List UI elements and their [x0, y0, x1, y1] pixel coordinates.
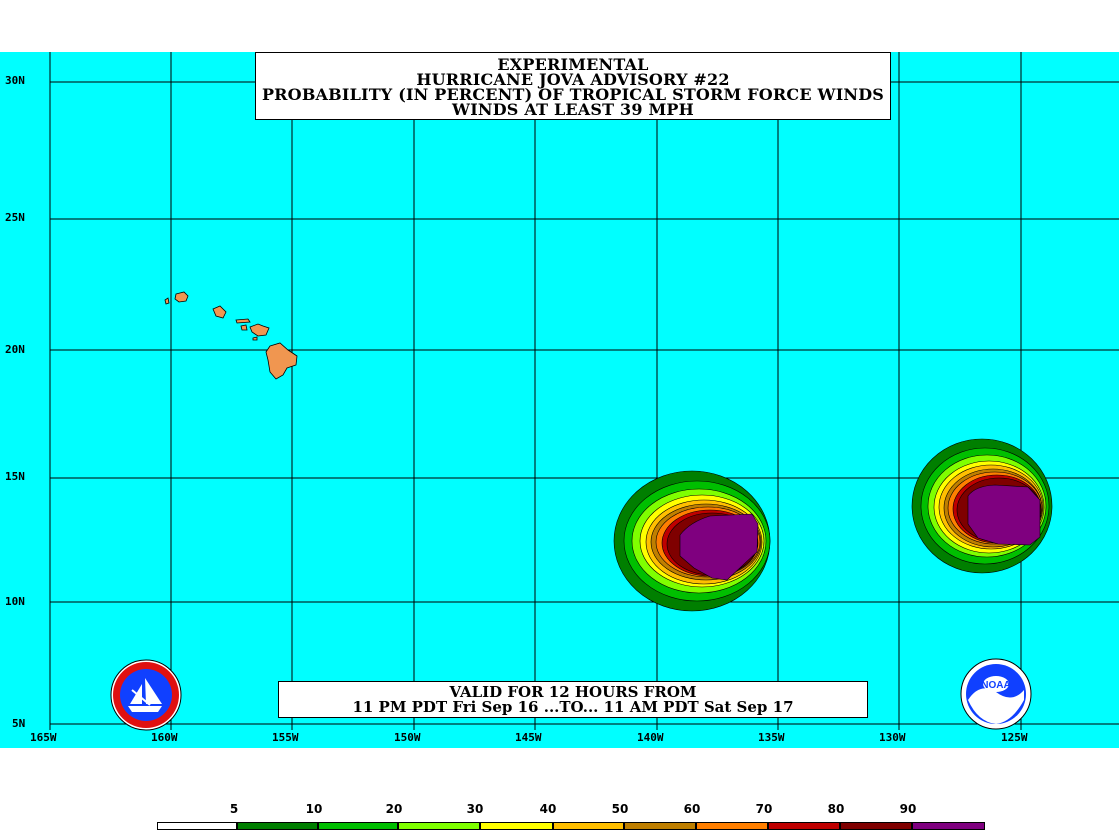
- lon-label-145w: 145W: [515, 731, 542, 744]
- lat-label-25n: 25N: [5, 211, 25, 224]
- island-kauai: [174, 291, 189, 303]
- island-hawaii: [265, 342, 298, 380]
- lat-label-30n: 30N: [5, 74, 25, 87]
- lat-label-10n: 10N: [5, 595, 25, 608]
- island-molokai: [235, 318, 251, 324]
- ocean-background: [0, 52, 1119, 748]
- legend-swatch-5: [553, 822, 624, 830]
- legend-swatch-3: [398, 822, 480, 830]
- lon-label-135w: 135W: [758, 731, 785, 744]
- legend-label-20: 20: [385, 802, 403, 816]
- legend-swatch-9: [840, 822, 912, 830]
- svg-text:NOAA: NOAA: [981, 680, 1010, 691]
- title-line-4: WINDS AT LEAST 39 MPH: [452, 100, 694, 119]
- lon-label-140w: 140W: [637, 731, 664, 744]
- hawaiian-islands: [164, 291, 298, 380]
- island-lanai: [240, 324, 248, 331]
- legend-label-40: 40: [539, 802, 557, 816]
- legend-swatch-2: [318, 822, 398, 830]
- probability-contours-west: [613, 470, 771, 612]
- legend-label-30: 30: [466, 802, 484, 816]
- lon-label-150w: 150W: [394, 731, 421, 744]
- valid-line-2: 11 PM PDT Fri Sep 16 ...TO... 11 AM PDT …: [352, 698, 794, 716]
- legend-swatch-4: [480, 822, 553, 830]
- legend-label-80: 80: [827, 802, 845, 816]
- legend-label-5: 5: [229, 802, 239, 816]
- lon-label-160w: 160W: [151, 731, 178, 744]
- lon-label-155w: 155W: [272, 731, 299, 744]
- legend-label-50: 50: [611, 802, 629, 816]
- noaa-logo: NOAA: [960, 658, 1032, 730]
- island-maui: [249, 323, 270, 337]
- legend-swatch-1: [237, 822, 318, 830]
- island-niihau: [164, 297, 170, 305]
- legend-swatch-8: [768, 822, 840, 830]
- legend-label-60: 60: [683, 802, 701, 816]
- legend-label-90: 90: [899, 802, 917, 816]
- legend-label-10: 10: [305, 802, 323, 816]
- legend-swatch-6: [624, 822, 696, 830]
- legend-swatch-7: [696, 822, 768, 830]
- lon-label-130w: 130W: [879, 731, 906, 744]
- nws-logo: [110, 659, 182, 731]
- legend-swatch-0: [157, 822, 237, 830]
- island-kahoolawe: [252, 336, 258, 341]
- title-line-1: EXPERIMENTAL: [497, 55, 649, 74]
- legend-label-70: 70: [755, 802, 773, 816]
- valid-period-box: VALID FOR 12 HOURS FROM 11 PM PDT Fri Se…: [278, 681, 868, 718]
- island-oahu: [212, 305, 227, 319]
- lat-label-15n: 15N: [5, 470, 25, 483]
- lat-lon-grid: [49, 52, 1119, 730]
- valid-line-1: VALID FOR 12 HOURS FROM: [449, 683, 697, 701]
- lon-label-125w: 125W: [1001, 731, 1028, 744]
- title-line-2: HURRICANE JOVA ADVISORY #22: [416, 70, 730, 89]
- lat-label-5n: 5N: [12, 717, 26, 730]
- legend-swatch-10: [912, 822, 985, 830]
- map-title-box: EXPERIMENTAL HURRICANE JOVA ADVISORY #22…: [255, 52, 891, 120]
- title-line-3: PROBABILITY (IN PERCENT) OF TROPICAL STO…: [261, 85, 885, 104]
- lat-label-20n: 20N: [5, 343, 25, 356]
- lon-label-165w: 165W: [30, 731, 57, 744]
- probability-contours-east: [911, 438, 1053, 574]
